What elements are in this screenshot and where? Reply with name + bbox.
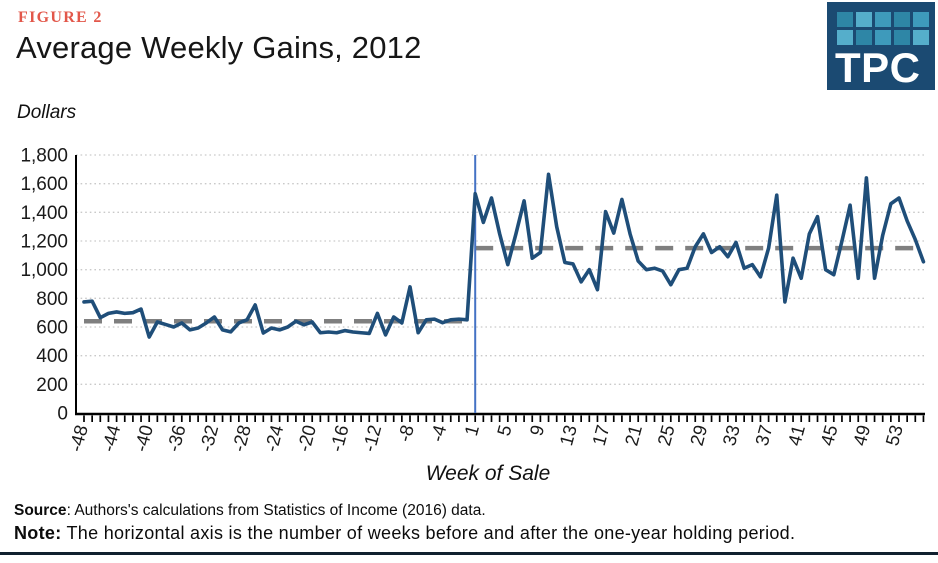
x-tick-label: 29: [686, 423, 712, 448]
x-tick-label: 41: [783, 423, 809, 448]
x-tick-label: 17: [588, 423, 614, 448]
x-tick-label: -4: [426, 423, 451, 444]
x-tick-label: -36: [162, 423, 189, 454]
x-tick-label: -48: [65, 423, 92, 454]
line-chart: 0 200 400 600 800 1,000 1,200 1,400 1,600 1,800 -4…: [20, 146, 926, 454]
y-tick-label: 600: [36, 318, 68, 339]
series-line: [82, 172, 926, 339]
y-tick-label: 800: [36, 289, 68, 310]
y-axis-title: Dollars: [17, 102, 77, 123]
x-tick-label: 33: [718, 423, 744, 448]
x-axis-title: Week of Sale: [425, 462, 551, 485]
logo-square: [913, 30, 929, 45]
y-tick-label: 1,200: [20, 232, 68, 253]
chart-area: 0 200 400 600 800 1,000 1,200 1,400 1,600 1,800 -4…: [20, 146, 926, 454]
y-tick-label: 1,000: [20, 260, 68, 281]
y-tick-label: 0: [57, 404, 68, 425]
logo-square: [894, 30, 910, 45]
y-tick-label: 200: [36, 375, 68, 396]
x-tick-label: 37: [751, 423, 777, 448]
y-tick-label: 1,400: [20, 203, 68, 224]
logo-square: [837, 12, 853, 27]
x-tick-label: 21: [620, 423, 646, 448]
y-tick-label: 1,800: [20, 146, 68, 167]
x-tick-label: 45: [816, 423, 842, 448]
y-tick-label: 400: [36, 346, 68, 367]
source-text: : Authors's calculations from Statistics…: [66, 502, 486, 519]
x-tick-label: -28: [228, 423, 255, 454]
x-tick-label: 1: [460, 423, 483, 438]
x-tick-label: -32: [195, 423, 222, 454]
note-text: The horizontal axis is the number of wee…: [61, 523, 796, 543]
note-label: Note:: [14, 523, 62, 543]
logo-grid-icon: [837, 12, 929, 45]
x-tick-label: -12: [358, 423, 385, 454]
figure-label: FIGURE 2: [18, 9, 103, 26]
x-tick-label: -44: [97, 423, 124, 454]
logo-square: [837, 30, 853, 45]
page-title: Average Weekly Gains, 2012: [16, 30, 422, 65]
tpc-logo: TPC: [827, 2, 935, 90]
source-label: Source: [14, 502, 67, 519]
logo-square: [894, 12, 910, 27]
logo-square: [875, 30, 891, 45]
x-tick-label: 53: [881, 423, 907, 448]
note-line: Note: The horizontal axis is the number …: [14, 523, 795, 544]
x-tick-label: 25: [653, 423, 679, 448]
logo-text: TPC: [835, 44, 921, 91]
logo-square: [913, 12, 929, 27]
logo-square: [875, 12, 891, 27]
y-tick-label: 1,600: [20, 174, 68, 195]
logo-square: [856, 30, 872, 45]
logo-square: [856, 12, 872, 27]
x-tick-label: 5: [493, 423, 516, 438]
x-tick-label: -16: [325, 423, 352, 454]
source-line: Source: Authors's calculations from Stat…: [14, 502, 486, 520]
x-tick-label: -8: [393, 423, 418, 444]
bottom-rule: [0, 552, 938, 555]
x-tick-label: 13: [555, 423, 581, 448]
x-tick-label: -24: [260, 423, 287, 454]
x-tick-label: 9: [525, 423, 548, 438]
x-tick-label: -20: [293, 423, 320, 454]
x-tick-label: -40: [130, 423, 157, 454]
x-tick-label: 49: [849, 423, 875, 448]
